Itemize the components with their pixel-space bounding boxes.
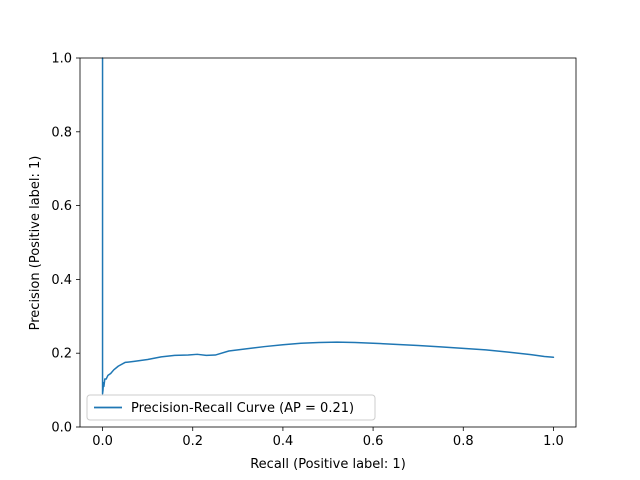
axes: 0.0 0.2 0.4 0.6 0.8 1.0 0.0 0.2 0.4 0.6 0.8 1.0	[51, 52, 577, 449]
legend-box	[86, 394, 376, 421]
y-tick-label: 0.0	[51, 421, 72, 436]
plot-area	[101, 57, 555, 395]
axes-frame	[79, 57, 577, 428]
y-tick-label: 0.8	[51, 125, 72, 140]
x-axis-label: Recall (Positive label: 1)	[250, 457, 406, 472]
x-tick-label: 0.0	[92, 434, 113, 449]
legend: Precision-Recall Curve (AP = 0.21)	[86, 394, 376, 421]
y-tick-label: 1.0	[51, 52, 72, 67]
x-tick-label: 0.4	[273, 434, 294, 449]
x-tick-label: 0.2	[182, 434, 203, 449]
series-line-0	[101, 57, 555, 395]
y-tick-label: 0.6	[51, 199, 72, 214]
y-tick-label: 0.2	[51, 347, 72, 362]
y-axis-label: Precision (Positive label: 1)	[28, 156, 43, 331]
x-tick-label: 0.6	[363, 434, 384, 449]
x-tick-label: 1.0	[543, 434, 564, 449]
y-tick-label: 0.4	[51, 273, 72, 288]
legend-label: Precision-Recall Curve (AP = 0.21)	[131, 401, 354, 416]
x-tick-label: 0.8	[453, 434, 474, 449]
